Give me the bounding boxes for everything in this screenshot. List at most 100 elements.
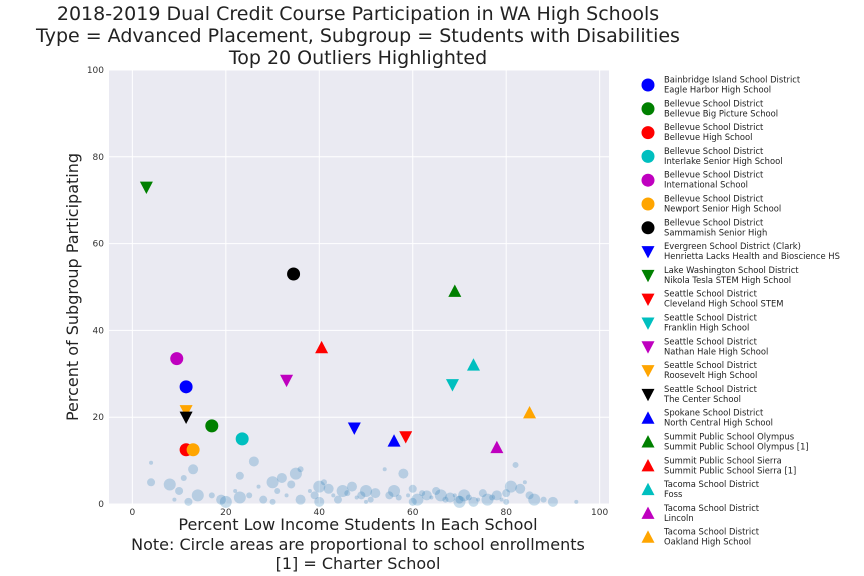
legend-district: Bellevue School District — [664, 217, 764, 227]
legend-district: Spokane School District — [664, 408, 764, 418]
outlier-marker — [179, 411, 193, 425]
school-point — [147, 478, 156, 487]
school-point — [191, 489, 204, 502]
school-point — [269, 498, 276, 505]
legend-school: Newport Senior High School — [664, 204, 781, 214]
legend-marker — [641, 221, 655, 235]
school-point — [354, 495, 359, 500]
legend-district: Tacoma School District — [663, 527, 760, 537]
school-point — [364, 499, 369, 504]
school-point — [574, 499, 579, 504]
school-point — [235, 471, 244, 480]
outlier-marker — [347, 422, 361, 435]
school-point — [320, 479, 327, 486]
school-point — [188, 464, 199, 475]
school-point — [284, 493, 289, 498]
school-point — [434, 489, 447, 502]
x-tick-label: 80 — [500, 508, 512, 518]
school-point — [408, 497, 417, 506]
school-point — [481, 493, 494, 506]
school-point — [411, 493, 424, 506]
school-point — [344, 490, 351, 497]
school-point — [525, 491, 534, 500]
y-tick-label: 100 — [87, 66, 104, 76]
legend-school: The Center School — [663, 394, 741, 404]
legend-district: Seattle School District — [664, 336, 758, 346]
plot-area — [109, 70, 609, 504]
school-point — [289, 467, 302, 480]
school-point — [274, 487, 281, 494]
outlier-marker — [179, 405, 193, 418]
legend-school: Interlake Senior High School — [664, 156, 783, 166]
school-point — [453, 495, 466, 508]
y-tick-label: 40 — [93, 326, 105, 336]
school-point — [388, 484, 401, 497]
school-point — [432, 486, 441, 495]
legend-school: Bellevue High School — [664, 132, 753, 142]
legend-marker — [641, 126, 655, 140]
x-axis-label: Percent Low Income Students In Each Scho… — [131, 515, 585, 573]
school-point — [180, 474, 187, 481]
school-point — [295, 494, 306, 505]
school-point — [276, 472, 287, 483]
legend-marker — [641, 78, 655, 92]
legend-marker — [641, 246, 655, 259]
school-point — [163, 478, 176, 491]
legend-marker — [641, 341, 655, 354]
legend-school: Foss — [664, 489, 682, 499]
legend-school: Franklin High School — [664, 323, 749, 333]
legend-entry: Evergreen School District (Clark)Henriet… — [641, 241, 840, 261]
school-point — [465, 494, 472, 501]
legend-school: Cleveland High School STEM — [664, 299, 784, 309]
x-tick-label: 0 — [129, 508, 135, 518]
x-tick-label: 40 — [314, 508, 326, 518]
school-point — [455, 495, 464, 504]
school-point — [442, 496, 449, 503]
school-point — [382, 467, 387, 472]
school-point — [468, 496, 479, 507]
school-point — [429, 495, 434, 500]
legend-marker — [641, 506, 655, 519]
school-point — [476, 497, 481, 502]
outlier-marker — [445, 379, 459, 392]
legend-school: North Central High School — [664, 418, 773, 428]
school-point — [208, 492, 215, 499]
legend-school: Sammamish Senior High — [664, 227, 767, 237]
school-point — [331, 493, 336, 498]
legend-district: Evergreen School District (Clark) — [664, 241, 801, 251]
outlier-marker — [448, 284, 462, 297]
school-point — [489, 494, 496, 501]
y-tick-label: 80 — [93, 153, 105, 163]
legend-school: Henrietta Lacks Health and Bioscience HS — [664, 251, 840, 261]
title-line-1: 2018-2019 Dual Credit Course Participati… — [57, 3, 659, 25]
legend-marker — [641, 530, 655, 543]
legend-school: Eagle Harbor High School — [664, 85, 771, 95]
outlier-marker — [490, 440, 504, 454]
legend-marker — [641, 482, 655, 496]
legend-district: Seattle School District — [664, 384, 758, 394]
legend-district: Tacoma School District — [663, 503, 760, 513]
legend-district: Bellevue School District — [664, 170, 764, 180]
outlier-marker — [399, 431, 413, 444]
school-point — [452, 493, 457, 498]
legend-district: Bainbridge Island School District — [664, 75, 801, 85]
outlier-marker — [387, 434, 401, 447]
school-point — [419, 490, 426, 497]
school-point — [248, 456, 259, 467]
legend-district: Summit Public School Olympus — [664, 432, 794, 442]
legend-marker — [641, 293, 655, 307]
outlier-marker — [287, 267, 301, 281]
outlier-marker — [170, 352, 184, 366]
